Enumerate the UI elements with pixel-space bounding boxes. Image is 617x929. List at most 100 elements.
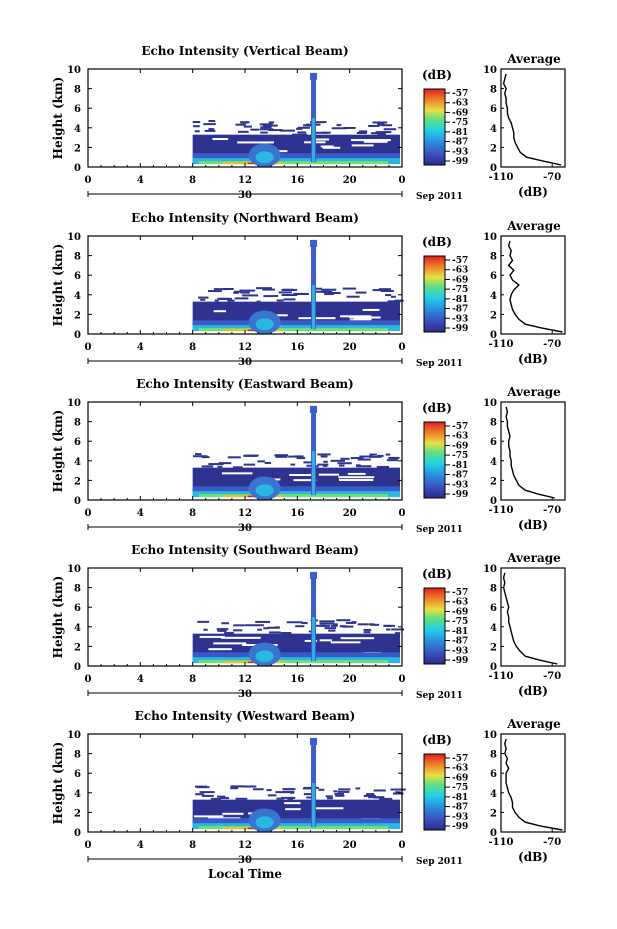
heatmap-cell xyxy=(235,123,246,126)
y-tick-label: 0 xyxy=(74,662,81,673)
heatmap-cell xyxy=(273,294,279,297)
colorbar-unit: (dB) xyxy=(422,68,452,82)
colorbar-tick-label: -69 xyxy=(452,607,468,617)
panel-5: Echo Intensity (Westward Beam)0 4 8 12 16 20 0… xyxy=(51,709,566,867)
avg-y-tick-label: 8 xyxy=(490,85,497,96)
heatmap-cell xyxy=(262,288,275,291)
heatmap-cell xyxy=(372,289,389,292)
heatmap-cell xyxy=(221,622,230,625)
heatmap-cell xyxy=(240,291,250,294)
avg-y-tick-label: 10 xyxy=(483,564,497,575)
heatmap-cell xyxy=(217,297,229,300)
heatmap-cell xyxy=(198,660,388,664)
y-tick-label: 0 xyxy=(74,828,81,839)
avg-y-tick-label: 8 xyxy=(490,418,497,429)
heatmap-cell xyxy=(351,621,357,624)
heatmap-cell xyxy=(247,495,258,498)
x-tick-label: 12 xyxy=(238,508,252,519)
colorbar xyxy=(423,753,446,831)
heatmap-cell xyxy=(327,797,334,800)
avg-y-tick-label: 2 xyxy=(490,808,497,819)
heatmap-gap xyxy=(338,476,375,479)
heatmap-cell xyxy=(287,455,301,458)
heatmap-cell xyxy=(264,461,272,464)
heatmap-cell xyxy=(321,288,337,291)
heatmap-cell xyxy=(369,453,377,456)
heatmap xyxy=(192,239,404,334)
heatmap-cell xyxy=(257,628,263,631)
x-tick-label: 0 xyxy=(399,674,406,685)
x-tick-label: 0 xyxy=(399,840,406,851)
heatmap-cell xyxy=(330,459,345,462)
colorbar-tick-label: -57 xyxy=(452,754,468,764)
x-tick-label: 0 xyxy=(399,342,406,353)
heatmap-cell xyxy=(203,628,208,631)
heatmap-cell xyxy=(301,622,308,625)
colorbar-tick-label: -81 xyxy=(452,627,468,637)
heatmap-gap xyxy=(289,474,316,477)
heatmap-cell xyxy=(318,788,325,791)
average-title: Average xyxy=(506,717,561,731)
heatmap-gap xyxy=(349,316,381,319)
heatmap-cell xyxy=(373,789,386,792)
date-label: Sep 2011 xyxy=(416,691,463,701)
heatmap-cell xyxy=(321,290,333,293)
heatmap-cell xyxy=(371,132,385,135)
heatmap-cell xyxy=(363,794,376,797)
avg-y-tick-label: 4 xyxy=(490,291,497,302)
y-tick-label: 0 xyxy=(74,496,81,507)
heatmap-cell xyxy=(198,494,388,498)
heatmap-cell xyxy=(357,623,369,626)
heatmap-cell xyxy=(368,124,380,127)
heatmap-cell xyxy=(350,457,364,460)
avg-x-tick-label: -70 xyxy=(543,671,561,682)
panel-3: Echo Intensity (Eastward Beam)0 4 8 12 16 20 0… xyxy=(51,377,566,535)
heatmap-gap xyxy=(353,318,372,321)
heatmap-cell xyxy=(263,627,269,630)
heatmap-cell xyxy=(295,625,305,628)
heatmap-cell xyxy=(389,457,398,460)
heatmap-cell xyxy=(255,151,274,164)
heatmap-cell xyxy=(356,131,367,134)
heatmap-gap xyxy=(340,637,375,640)
colorbar-tick-label: -63 xyxy=(452,764,468,774)
avg-y-tick-label: 6 xyxy=(490,437,497,448)
heatmap-cell xyxy=(375,131,392,134)
heatmap-cell xyxy=(266,789,272,792)
heatmap-cell xyxy=(192,818,400,825)
colorbar-unit: (dB) xyxy=(422,733,452,747)
heatmap-gap xyxy=(213,642,247,645)
heatmap-cell xyxy=(314,624,327,627)
heatmap-cell xyxy=(281,796,296,799)
colorbar-tick-label: -87 xyxy=(452,471,468,481)
heatmap-cell xyxy=(247,661,258,664)
y-tick-label: 8 xyxy=(74,418,81,429)
heatmap-cell xyxy=(314,465,319,468)
heatmap-cell xyxy=(256,300,261,303)
average-title: Average xyxy=(506,219,561,233)
heatmap-cell xyxy=(337,790,350,793)
heatmap-cell xyxy=(387,300,401,303)
heatmap-cell xyxy=(376,465,390,468)
colorbar-tick-label: -57 xyxy=(452,588,468,598)
colorbar-tick-label: -75 xyxy=(452,617,468,627)
colorbar-tick-label: -93 xyxy=(452,812,468,822)
heatmap-cell xyxy=(223,287,234,290)
heatmap-cell xyxy=(217,629,227,632)
heatmap-cell xyxy=(312,285,316,330)
y-tick-label: 2 xyxy=(74,310,81,321)
x-tick-label: 16 xyxy=(290,342,304,353)
heatmap-cell xyxy=(380,124,393,127)
heatmap-gap xyxy=(318,473,340,476)
heatmap-cell xyxy=(355,787,361,790)
heatmap-cell xyxy=(324,293,334,296)
colorbar-tick-label: -81 xyxy=(452,295,468,305)
heatmap-cell xyxy=(200,298,206,301)
heatmap-cell xyxy=(239,289,256,292)
heatmap-cell xyxy=(254,624,264,627)
y-axis-label: Height (km) xyxy=(51,742,65,825)
heatmap-cell xyxy=(232,466,243,469)
heatmap-cell xyxy=(330,624,338,627)
heatmap-cell xyxy=(358,130,368,133)
heatmap-gap xyxy=(270,314,288,317)
